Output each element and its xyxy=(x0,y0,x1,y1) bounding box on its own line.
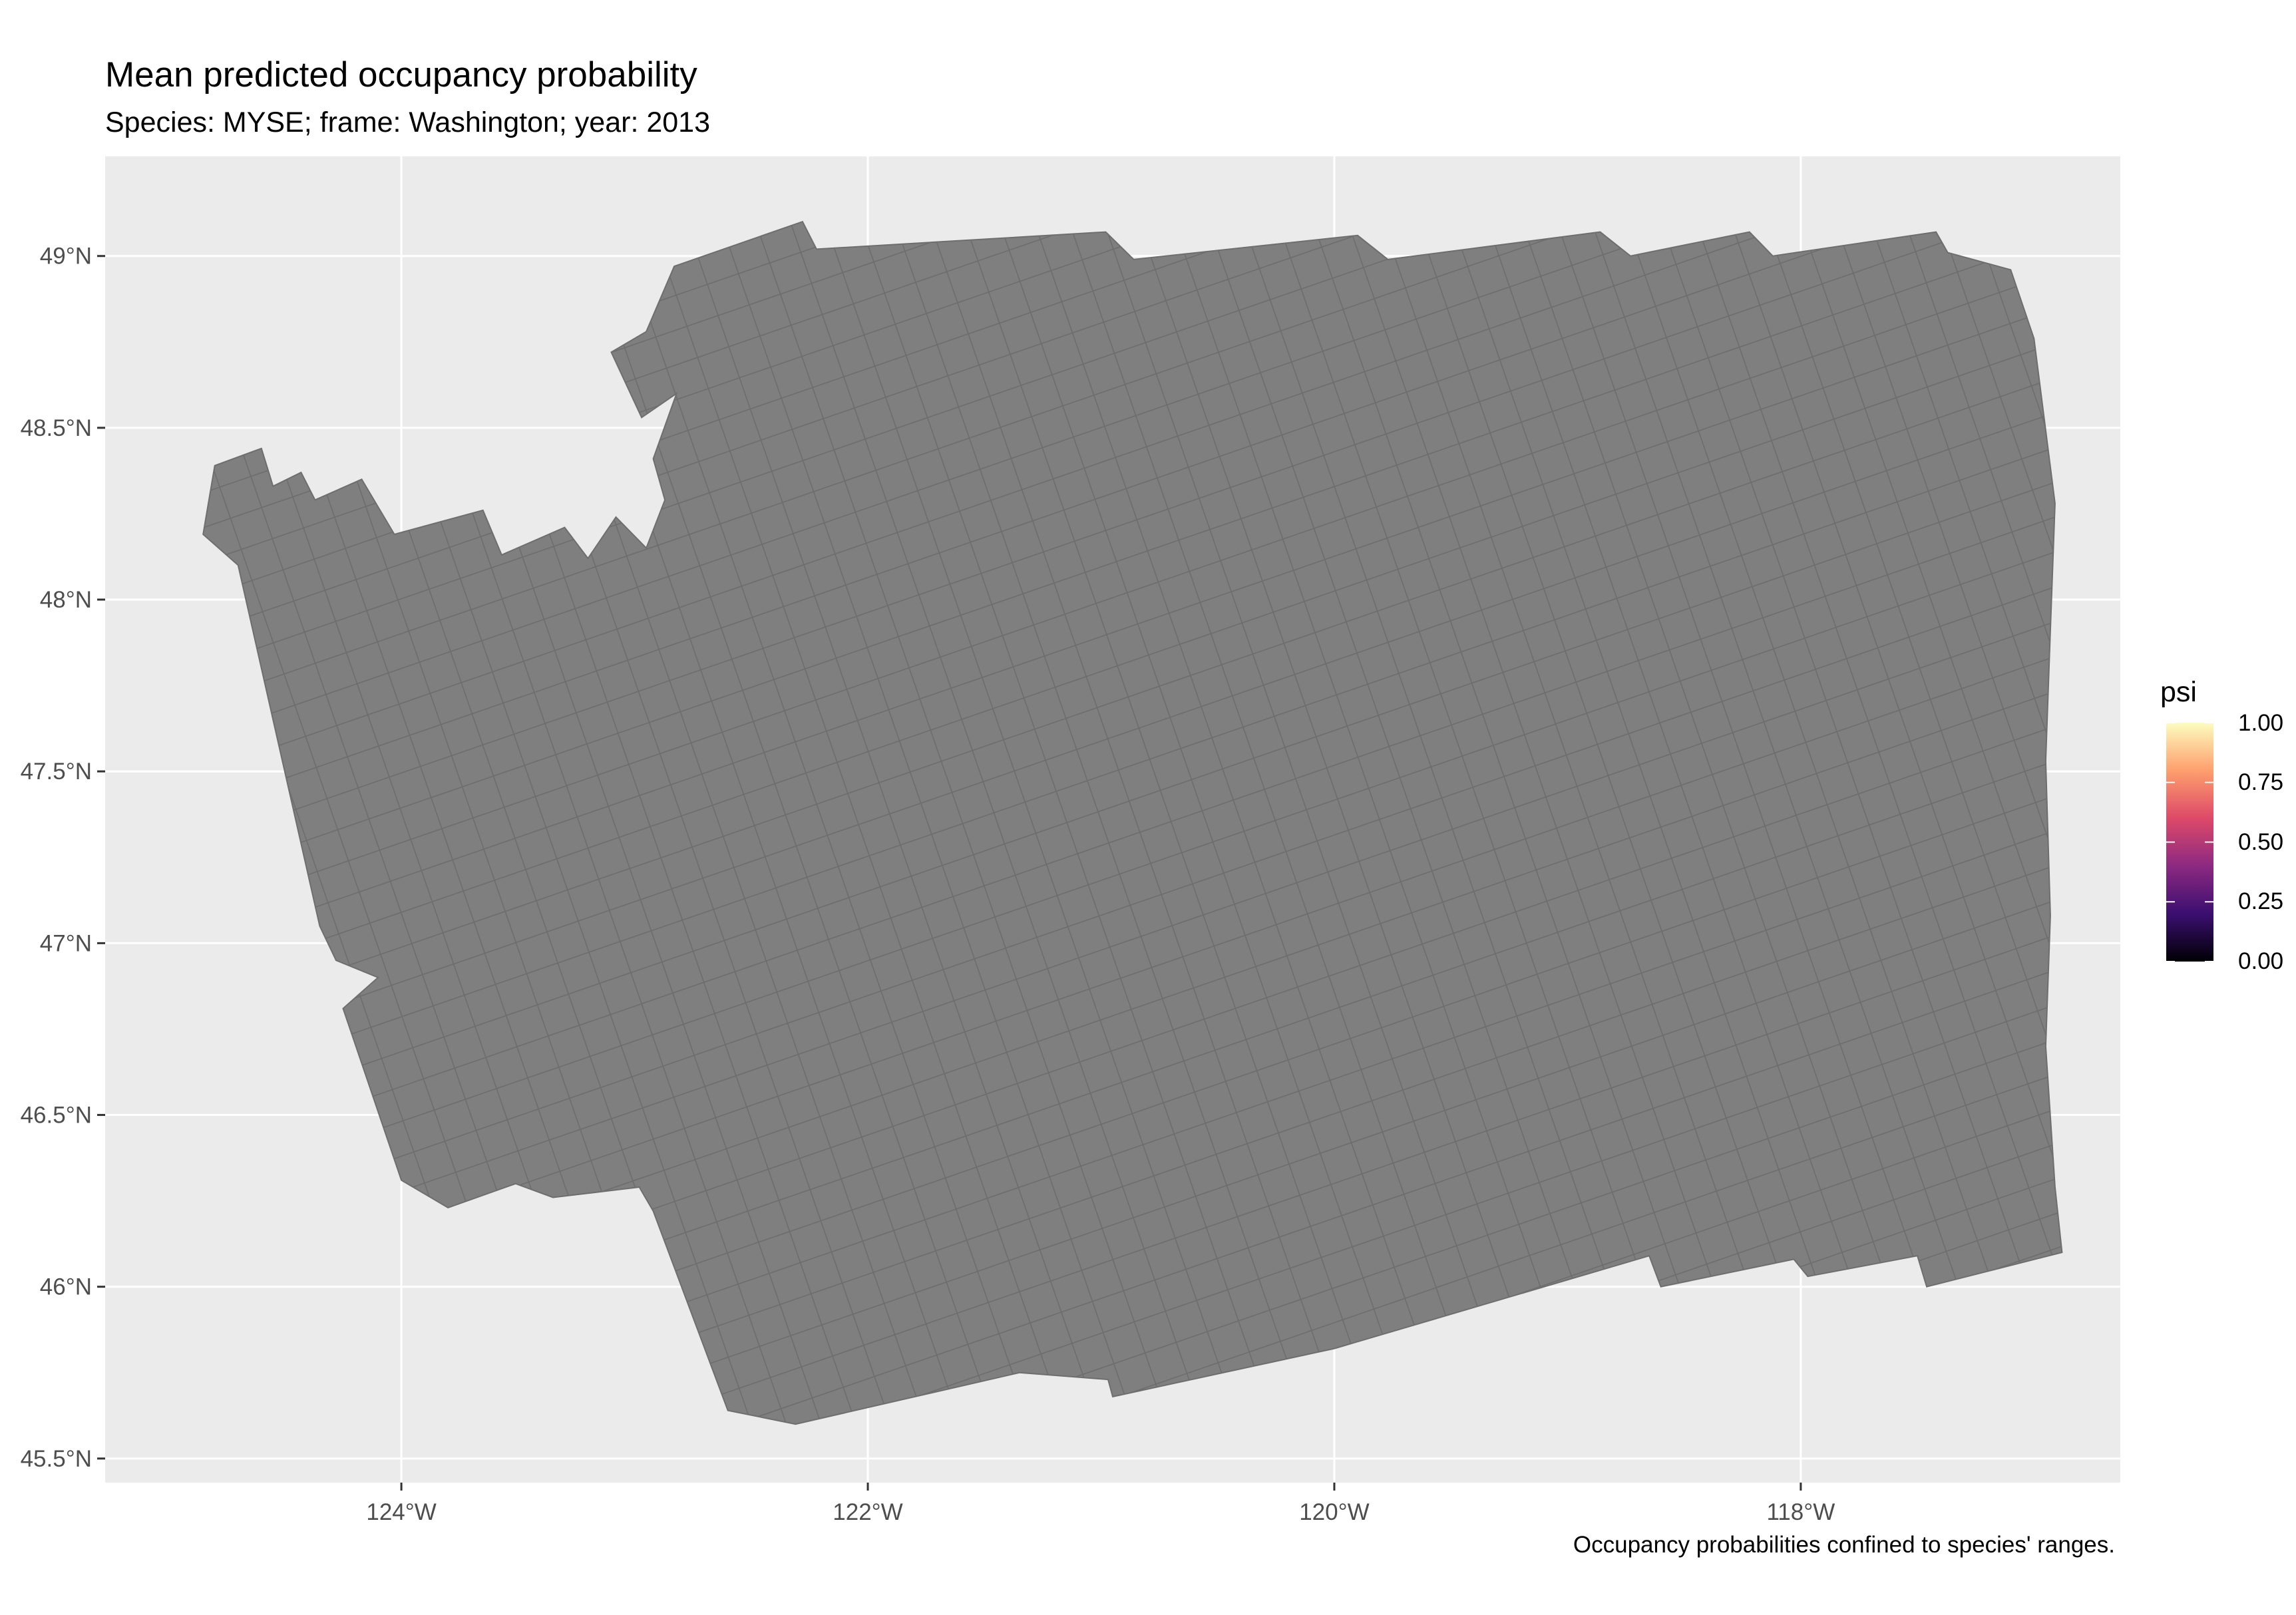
legend-label: 1.00 xyxy=(2238,710,2284,736)
y-tick-label: 45.5°N xyxy=(21,1446,92,1472)
chart-title: Mean predicted occupancy probability xyxy=(105,55,697,94)
legend-label: 0.25 xyxy=(2238,888,2284,914)
grid-cell xyxy=(780,1397,824,1425)
x-tick-label: 122°W xyxy=(833,1499,902,1525)
y-tick-label: 48°N xyxy=(40,587,92,613)
legend-label: 0.75 xyxy=(2238,769,2284,795)
y-tick-label: 46.5°N xyxy=(21,1103,92,1129)
chart-subtitle: Species: MYSE; frame: Washington; year: … xyxy=(105,106,711,138)
y-tick-label: 49°N xyxy=(40,244,92,269)
x-tick-label: 118°W xyxy=(1766,1499,1835,1525)
x-tick-label: 120°W xyxy=(1299,1499,1369,1525)
x-axis: 124°W 122°W 120°W 118°W xyxy=(366,1483,1835,1525)
washington-outline xyxy=(202,220,2063,1425)
legend-title: psi xyxy=(2160,676,2197,708)
y-tick-label: 46°N xyxy=(40,1274,92,1300)
legend-label: 0.00 xyxy=(2238,948,2284,974)
y-tick-label: 47°N xyxy=(40,930,92,956)
y-tick-label: 47.5°N xyxy=(21,759,92,785)
legend-label: 0.50 xyxy=(2238,829,2284,855)
legend-ticks xyxy=(2166,722,2213,962)
y-axis: 49°N 48.5°N 48°N 47.5°N 47°N 46.5°N 46°N 45.5°N xyxy=(21,244,105,1472)
x-tick-label: 124°W xyxy=(366,1499,436,1525)
y-tick-label: 48.5°N xyxy=(21,415,92,441)
chart-caption: Occupancy probabilities confined to spec… xyxy=(1573,1532,2115,1558)
